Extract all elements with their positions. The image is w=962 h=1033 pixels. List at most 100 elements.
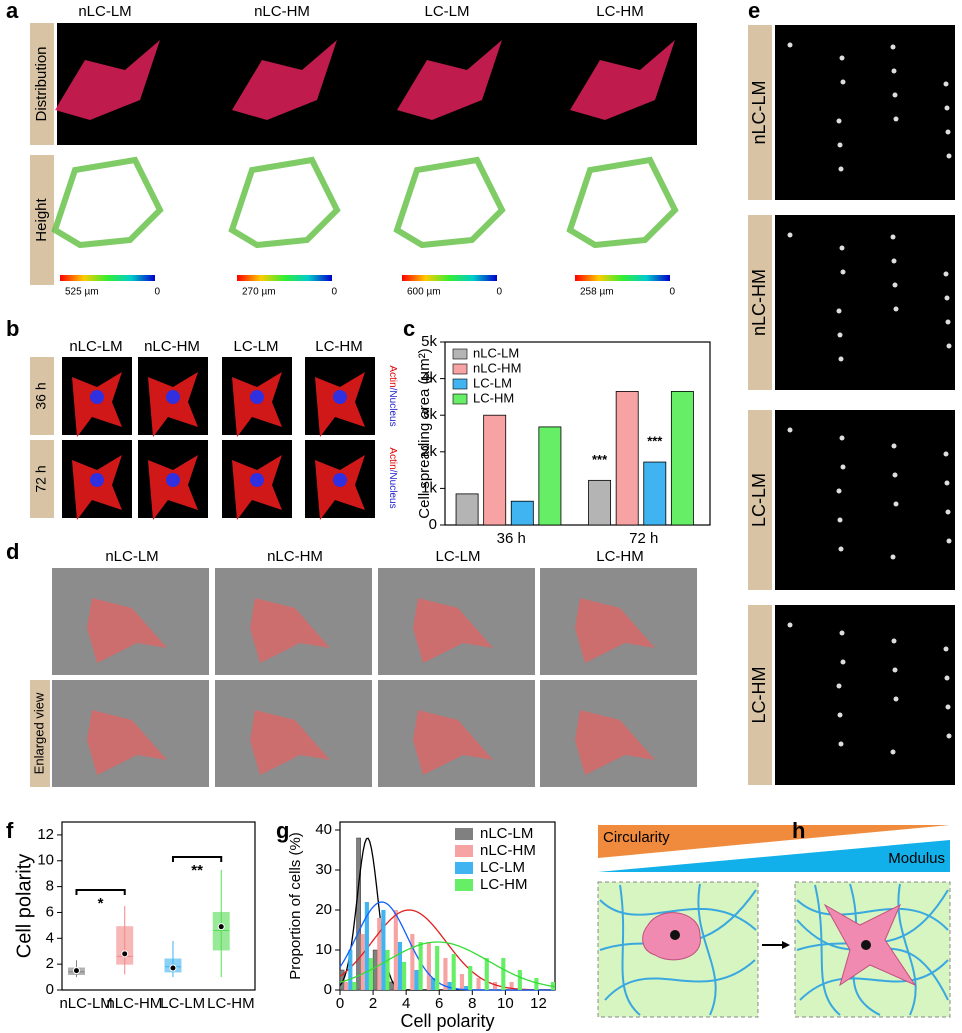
actin: [148, 455, 198, 520]
x-tick-label: nLC-HM: [106, 995, 162, 1012]
panel-letter: d: [6, 539, 19, 564]
cell-signal: [840, 464, 846, 470]
cell-signal: [943, 451, 949, 457]
histogram-bar: [451, 954, 456, 990]
y-tick-label: 12: [37, 826, 54, 843]
row-label: nLC-HM: [749, 269, 769, 336]
cell-signal: [891, 638, 897, 644]
cell-signal: [787, 232, 793, 238]
cell-signal: [837, 712, 843, 718]
cell-signal: [836, 488, 842, 494]
histogram-bar: [352, 982, 357, 990]
cell-signal: [943, 646, 949, 652]
cell-signal: [945, 129, 951, 135]
cell-signal: [891, 443, 897, 449]
row-label: Height: [33, 197, 50, 241]
histogram-bar: [443, 958, 448, 990]
cell-signal: [787, 622, 793, 628]
column-title: LC-HM: [315, 338, 363, 355]
sem-cell: [87, 598, 167, 663]
fluorescence-image: [775, 25, 955, 200]
box: [212, 911, 230, 951]
histogram-bar: [509, 982, 514, 990]
row-label: Distribution: [33, 46, 50, 121]
histogram-bar: [464, 986, 469, 990]
x-tick-label: 12: [530, 995, 547, 1012]
legend-label: LC-LM: [480, 859, 525, 876]
cell-signal: [891, 258, 897, 264]
cell-signal: [838, 741, 844, 747]
sem-cell: [87, 710, 167, 775]
mean: [217, 923, 225, 931]
cell-signal: [890, 44, 896, 50]
legend-swatch: [455, 879, 473, 891]
y-tick-label: 1k: [421, 479, 437, 496]
legend-swatch: [455, 828, 473, 840]
column-title: nLC-LM: [78, 3, 131, 20]
y-axis-label: Proportion of cells (%): [287, 832, 304, 980]
actin: [232, 372, 282, 437]
row-label: 36 h: [33, 382, 49, 409]
histogram-bar: [418, 942, 423, 990]
column-title: nLC-LM: [69, 338, 122, 355]
actin: [315, 455, 365, 520]
stain-actin: Actin: [387, 447, 398, 469]
cell-signal: [787, 42, 793, 48]
x-tick-label: 2: [369, 995, 377, 1012]
histogram-bar: [492, 982, 498, 990]
fluorescence-image: [775, 410, 955, 590]
distribution-render: [232, 40, 337, 120]
column-title: nLC-HM: [144, 338, 200, 355]
x-tick-label: 4: [402, 995, 410, 1012]
histogram-bar: [447, 982, 452, 990]
legend-swatch: [452, 363, 468, 375]
colorbar: [237, 275, 332, 281]
plot-frame: [444, 341, 711, 526]
legend-label: LC-LM: [473, 375, 512, 390]
histogram-bar: [339, 969, 345, 991]
y-tick-label: 2k: [421, 443, 437, 460]
cell-signal: [836, 308, 842, 314]
panel-letter: c: [403, 316, 415, 341]
significance-bracket: [171, 856, 223, 862]
stain-label: Actin/Nucleus: [387, 365, 398, 426]
legend-swatch: [452, 348, 468, 360]
actin: [72, 372, 122, 437]
actin: [72, 455, 122, 520]
cell-signal: [890, 554, 896, 560]
x-tick-label: 10: [497, 995, 514, 1012]
histogram-bar: [476, 978, 481, 990]
colorbar-max: 258 µm: [580, 287, 614, 298]
cell-signal: [837, 142, 843, 148]
cell-signal: [892, 282, 898, 288]
legend-label: nLC-LM: [480, 825, 533, 842]
colorbar-max: 270 µm: [242, 287, 276, 298]
distribution-render: [570, 40, 675, 120]
cell-signal: [840, 269, 846, 275]
cell-signal: [838, 546, 844, 552]
colorbar: [60, 275, 155, 281]
legend-label: nLC-HM: [480, 842, 536, 859]
cell-signal: [840, 79, 846, 85]
nucleus: [861, 940, 871, 950]
x-tick-label: LC-HM: [207, 995, 255, 1012]
h-bottom: Modulus: [888, 850, 945, 867]
stain-nucleus: /Nucleus: [387, 470, 398, 509]
height-render: [393, 156, 506, 249]
x-tick-label: LC-LM: [160, 995, 205, 1012]
cell-signal: [892, 667, 898, 673]
cell-signal: [893, 696, 899, 702]
sem-cell: [250, 710, 330, 775]
cell-signal: [839, 435, 845, 441]
cell-signal: [893, 306, 899, 312]
sem-cell: [250, 598, 330, 663]
legend-label: LC-HM: [480, 876, 528, 893]
significance: **: [191, 862, 203, 879]
nucleus: [90, 473, 104, 487]
y-tick-label: 40: [315, 821, 332, 838]
row-label-strip: [748, 410, 772, 590]
cell-signal: [890, 749, 896, 755]
actin: [315, 372, 365, 437]
histogram-bar: [344, 982, 349, 990]
